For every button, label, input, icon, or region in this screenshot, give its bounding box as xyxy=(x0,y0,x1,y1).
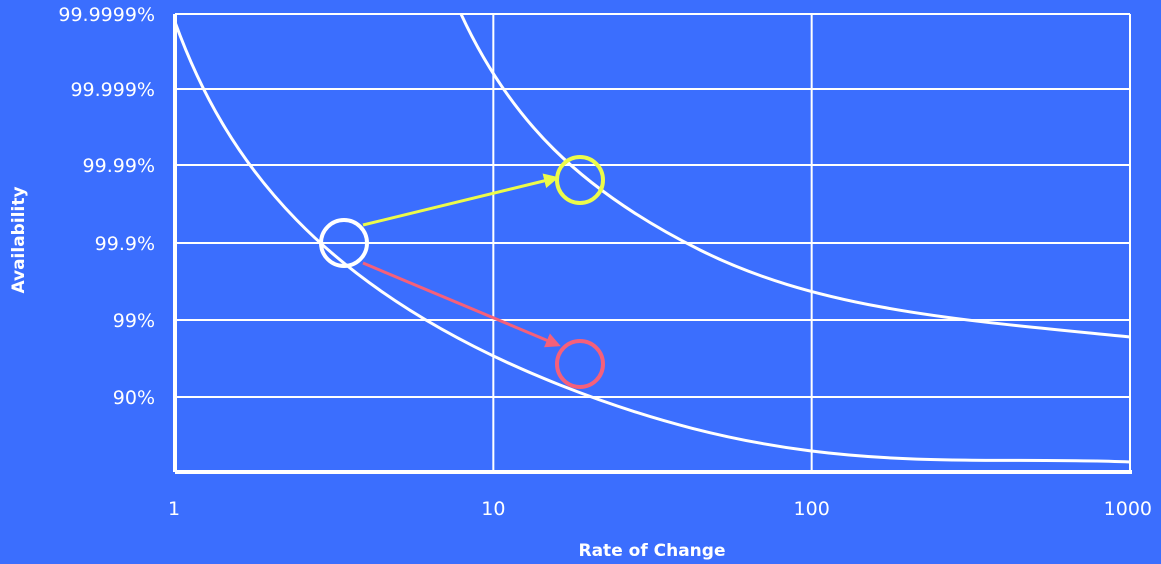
highlight-circle xyxy=(555,155,605,205)
x-tick-label: 1000 xyxy=(1104,498,1152,520)
series-line xyxy=(173,21,1131,464)
x-tick-label: 10 xyxy=(481,498,505,520)
highlight-circle xyxy=(319,218,369,268)
y-tick-label: 99.9999% xyxy=(58,4,155,26)
series-line xyxy=(459,13,1131,339)
y-tick-label: 99% xyxy=(113,310,155,332)
y-tick-label: 99.999% xyxy=(70,79,155,101)
x-axis-title: Rate of Change xyxy=(579,541,726,561)
x-tick-label: 1 xyxy=(168,498,180,520)
y-tick-label: 99.9% xyxy=(95,233,155,255)
x-tick-label: 100 xyxy=(794,498,830,520)
y-tick-label: 90% xyxy=(113,387,155,409)
y-axis-title: Availability xyxy=(9,186,29,293)
arrow xyxy=(362,173,559,227)
arrow xyxy=(362,261,561,348)
y-tick-label: 99.99% xyxy=(83,155,155,177)
highlight-circle xyxy=(555,339,605,389)
